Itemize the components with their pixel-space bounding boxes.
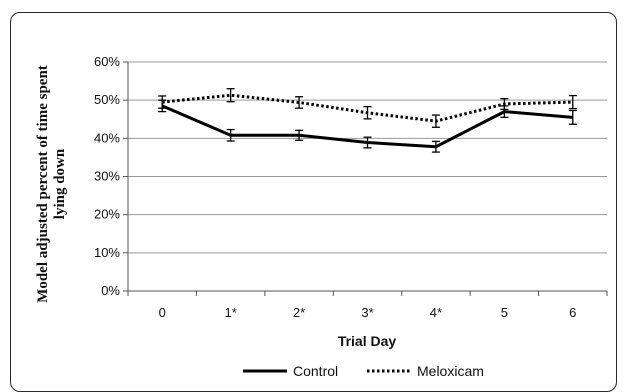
y-tick-label: 40% (94, 130, 120, 145)
legend-label-control: Control (293, 363, 338, 379)
axes (123, 61, 608, 296)
line-chart: 0% 10% 20% 30% 40% 50% 60% 0 1* 2* 3* 4* 5 6 Trial D… (35, 54, 608, 379)
x-tick-labels: 0 1* 2* 3* 4* 5 6 (159, 305, 577, 320)
x-axis-title: Trial Day (338, 333, 397, 349)
y-tick-label: 0% (101, 283, 120, 298)
x-tick-label: 6 (569, 305, 576, 320)
y-tick-label: 10% (94, 245, 120, 260)
y-tick-label: 20% (94, 207, 120, 222)
y-axis-title-line-2: lying down (52, 148, 68, 219)
y-axis-title: Model adjusted percent of time spent lyi… (35, 65, 68, 303)
legend-label-meloxicam: Meloxicam (417, 363, 484, 379)
y-axis-title-line-1: Model adjusted percent of time spent (35, 65, 51, 303)
y-tick-labels: 0% 10% 20% 30% 40% 50% 60% (94, 54, 120, 298)
legend: Control Meloxicam (243, 363, 484, 379)
gridlines (128, 61, 607, 254)
x-tick-label: 0 (159, 305, 166, 320)
y-tick-label: 30% (94, 169, 120, 184)
x-tick-label: 1* (224, 305, 236, 320)
y-tick-label: 50% (94, 92, 120, 107)
x-tick-label: 5 (501, 305, 508, 320)
x-tick-label: 2* (293, 305, 305, 320)
chart-frame (10, 12, 617, 392)
x-tick-label: 3* (361, 305, 373, 320)
x-tick-label: 4* (430, 305, 442, 320)
y-tick-label: 60% (94, 54, 120, 69)
error-bars (158, 88, 577, 153)
